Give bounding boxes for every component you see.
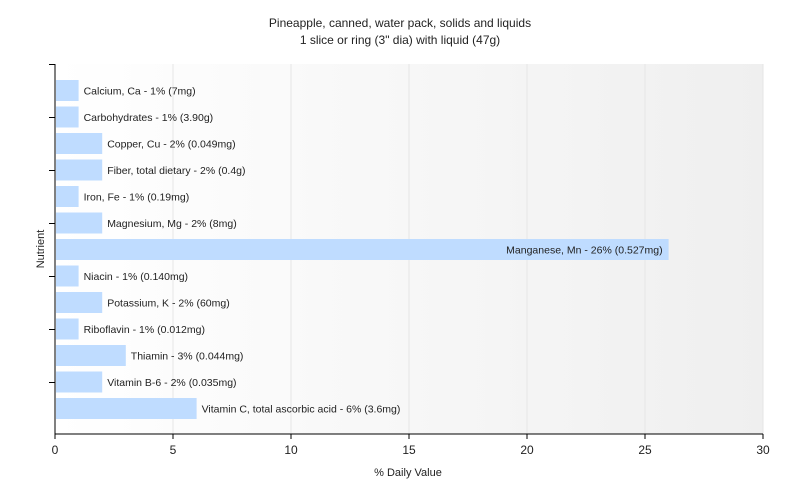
x-tick-label: 5 (170, 443, 177, 457)
chart-subtitle: 1 slice or ring (3" dia) with liquid (47… (300, 33, 500, 47)
bar-label: Riboflavin - 1% (0.012mg) (84, 324, 205, 336)
bar-label: Thiamin - 3% (0.044mg) (131, 351, 244, 363)
x-tick-label: 20 (520, 443, 534, 457)
bar-label: Iron, Fe - 1% (0.19mg) (84, 192, 190, 204)
x-tick-label: 10 (284, 443, 298, 457)
bar (56, 80, 79, 101)
bar-label: Potassium, K - 2% (60mg) (107, 298, 230, 310)
bar-label: Calcium, Ca - 1% (7mg) (84, 86, 196, 98)
x-axis-label: % Daily Value (374, 467, 442, 479)
bar-label: Copper, Cu - 2% (0.049mg) (107, 139, 235, 151)
bar (56, 159, 103, 181)
bars-group (56, 80, 669, 419)
bar-label: Manganese, Mn - 26% (0.527mg) (506, 245, 662, 257)
bar-label: Carbohydrates - 1% (3.90g) (84, 112, 214, 124)
bar-label: Vitamin B-6 - 2% (0.035mg) (107, 377, 236, 389)
bar (56, 265, 79, 287)
bar (56, 318, 79, 340)
bar-label: Niacin - 1% (0.140mg) (84, 271, 188, 283)
bar (56, 239, 669, 260)
bar (56, 133, 103, 154)
axes-group (49, 64, 764, 439)
y-axis-label: Nutrient (35, 230, 47, 269)
bar-label: Magnesium, Mg - 2% (8mg) (107, 218, 237, 230)
bar (56, 106, 79, 128)
bar-label: Vitamin C, total ascorbic acid - 6% (3.6… (202, 404, 401, 416)
bar (56, 345, 126, 366)
x-tick-label: 25 (638, 443, 652, 457)
x-tick-label: 0 (52, 443, 59, 457)
bar (56, 212, 103, 234)
x-tick-labels: 0 5 10 15 20 25 30 (52, 443, 770, 457)
chart-title: Pineapple, canned, water pack, solids an… (269, 16, 531, 30)
bar (56, 186, 79, 207)
bar-label: Fiber, total dietary - 2% (0.4g) (107, 165, 245, 177)
bar (56, 292, 103, 313)
bar (56, 371, 103, 393)
bar-labels-group: Calcium, Ca - 1% (7mg) Carbohydrates - 1%… (84, 86, 663, 416)
x-tick-label: 30 (756, 443, 770, 457)
bar (56, 398, 197, 419)
x-tick-label: 15 (402, 443, 416, 457)
